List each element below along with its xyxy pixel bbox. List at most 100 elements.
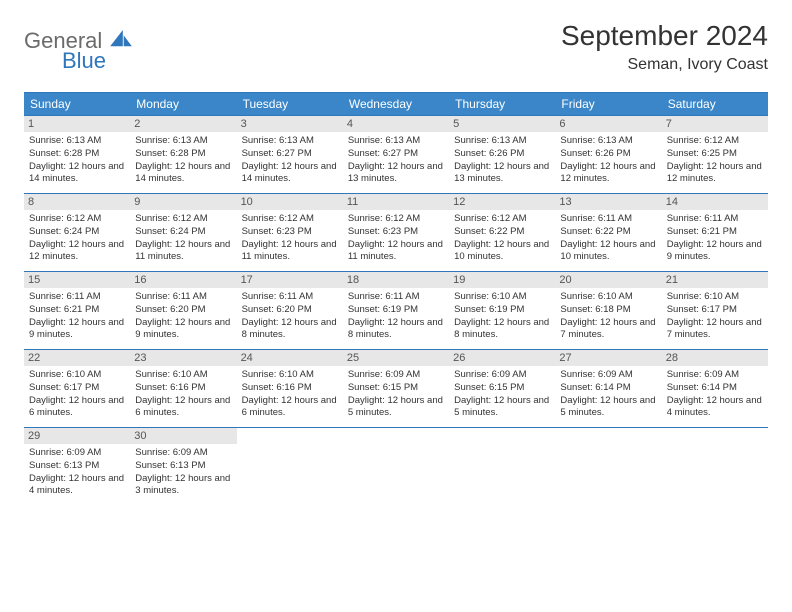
day-info: Sunrise: 6:11 AMSunset: 6:19 PMDaylight:… [348, 291, 444, 342]
calendar-cell: 24 Sunrise: 6:10 AMSunset: 6:16 PMDayligh… [237, 349, 343, 427]
day-info: Sunrise: 6:09 AMSunset: 6:13 PMDaylight:… [29, 447, 125, 498]
day-number: 5 [449, 116, 555, 132]
day-number: 25 [343, 350, 449, 366]
day-number: 22 [24, 350, 130, 366]
weekday-header: Sunday [24, 93, 130, 115]
calendar-cell-empty [662, 427, 768, 505]
calendar-cell: 7Sunrise: 6:12 AMSunset: 6:25 PMDaylight… [662, 115, 768, 193]
calendar-cell: 16 Sunrise: 6:11 AMSunset: 6:20 PMDayligh… [130, 271, 236, 349]
calendar-cell: 28 Sunrise: 6:09 AMSunset: 6:14 PMDayligh… [662, 349, 768, 427]
logo-sail-icon [110, 30, 132, 48]
header: General Blue September 2024 Seman, Ivory… [24, 20, 768, 74]
calendar-cell: 6 Sunrise: 6:13 AMSunset: 6:26 PMDaylight… [555, 115, 661, 193]
day-info: Sunrise: 6:09 AMSunset: 6:15 PMDaylight:… [348, 369, 444, 420]
calendar-cell: 30Sunrise: 6:09 AMSunset: 6:13 PMDayligh… [130, 427, 236, 505]
day-number: 29 [24, 428, 130, 444]
day-info: Sunrise: 6:09 AMSunset: 6:15 PMDaylight:… [454, 369, 550, 420]
location: Seman, Ivory Coast [561, 56, 768, 74]
calendar-cell: 26 Sunrise: 6:09 AMSunset: 6:15 PMDayligh… [449, 349, 555, 427]
day-number: 6 [555, 116, 661, 132]
calendar-cell: 4 Sunrise: 6:13 AMSunset: 6:27 PMDaylight… [343, 115, 449, 193]
calendar-cell: 3Sunrise: 6:13 AMSunset: 6:27 PMDaylight… [237, 115, 343, 193]
day-info: Sunrise: 6:11 AMSunset: 6:20 PMDaylight:… [135, 291, 231, 342]
day-info: Sunrise: 6:09 AMSunset: 6:14 PMDaylight:… [667, 369, 763, 420]
day-number: 26 [449, 350, 555, 366]
calendar-cell: 20Sunrise: 6:10 AMSunset: 6:18 PMDayligh… [555, 271, 661, 349]
calendar-cell: 15Sunrise: 6:11 AMSunset: 6:21 PMDayligh… [24, 271, 130, 349]
day-info: Sunrise: 6:12 AMSunset: 6:25 PMDaylight:… [667, 135, 763, 186]
day-number: 2 [130, 116, 236, 132]
day-info: Sunrise: 6:10 AMSunset: 6:16 PMDaylight:… [242, 369, 338, 420]
day-number: 4 [343, 116, 449, 132]
day-number: 11 [343, 194, 449, 210]
day-number: 9 [130, 194, 236, 210]
weekday-header: Thursday [449, 93, 555, 115]
day-info: Sunrise: 6:12 AMSunset: 6:24 PMDaylight:… [29, 213, 125, 264]
day-number: 21 [662, 272, 768, 288]
day-number: 20 [555, 272, 661, 288]
day-info: Sunrise: 6:09 AMSunset: 6:13 PMDaylight:… [135, 447, 231, 498]
day-info: Sunrise: 6:13 AMSunset: 6:28 PMDaylight:… [135, 135, 231, 186]
day-number: 14 [662, 194, 768, 210]
logo-line2: Blue [62, 50, 132, 72]
calendar-cell-empty [555, 427, 661, 505]
weekday-header: Monday [130, 93, 236, 115]
day-info: Sunrise: 6:13 AMSunset: 6:26 PMDaylight:… [454, 135, 550, 186]
day-info: Sunrise: 6:10 AMSunset: 6:16 PMDaylight:… [135, 369, 231, 420]
calendar-cell: 14 Sunrise: 6:11 AMSunset: 6:21 PMDayligh… [662, 193, 768, 271]
calendar-cell: 21 Sunrise: 6:10 AMSunset: 6:17 PMDayligh… [662, 271, 768, 349]
calendar-cell: 11 Sunrise: 6:12 AMSunset: 6:23 PMDayligh… [343, 193, 449, 271]
calendar-cell-empty [237, 427, 343, 505]
day-info: Sunrise: 6:11 AMSunset: 6:20 PMDaylight:… [242, 291, 338, 342]
calendar-cell: 17 Sunrise: 6:11 AMSunset: 6:20 PMDayligh… [237, 271, 343, 349]
day-number: 13 [555, 194, 661, 210]
day-number: 24 [237, 350, 343, 366]
day-number: 19 [449, 272, 555, 288]
day-info: Sunrise: 6:13 AMSunset: 6:28 PMDaylight:… [29, 135, 125, 186]
day-info: Sunrise: 6:13 AMSunset: 6:27 PMDaylight:… [348, 135, 444, 186]
day-info: Sunrise: 6:09 AMSunset: 6:14 PMDaylight:… [560, 369, 656, 420]
day-info: Sunrise: 6:12 AMSunset: 6:22 PMDaylight:… [454, 213, 550, 264]
calendar-cell-empty [343, 427, 449, 505]
day-info: Sunrise: 6:10 AMSunset: 6:19 PMDaylight:… [454, 291, 550, 342]
calendar-cell: 12Sunrise: 6:12 AMSunset: 6:22 PMDayligh… [449, 193, 555, 271]
day-number: 10 [237, 194, 343, 210]
calendar-cell: 8 Sunrise: 6:12 AMSunset: 6:24 PMDaylight… [24, 193, 130, 271]
calendar-cell: 23 Sunrise: 6:10 AMSunset: 6:16 PMDayligh… [130, 349, 236, 427]
weekday-header: Wednesday [343, 93, 449, 115]
day-info: Sunrise: 6:10 AMSunset: 6:17 PMDaylight:… [667, 291, 763, 342]
day-number: 3 [237, 116, 343, 132]
day-info: Sunrise: 6:13 AMSunset: 6:26 PMDaylight:… [560, 135, 656, 186]
calendar-cell: 2 Sunrise: 6:13 AMSunset: 6:28 PMDaylight… [130, 115, 236, 193]
day-number: 16 [130, 272, 236, 288]
weekday-header: Saturday [662, 93, 768, 115]
calendar-cell: 5 Sunrise: 6:13 AMSunset: 6:26 PMDaylight… [449, 115, 555, 193]
day-number: 17 [237, 272, 343, 288]
day-number: 1 [24, 116, 130, 132]
calendar-cell: 1 Sunrise: 6:13 AMSunset: 6:28 PMDaylight… [24, 115, 130, 193]
weekday-header: Tuesday [237, 93, 343, 115]
day-number: 23 [130, 350, 236, 366]
weekday-header: Friday [555, 93, 661, 115]
calendar-cell: 29 Sunrise: 6:09 AMSunset: 6:13 PMDayligh… [24, 427, 130, 505]
title-block: September 2024 Seman, Ivory Coast [561, 20, 768, 74]
day-number: 28 [662, 350, 768, 366]
calendar-cell: 9 Sunrise: 6:12 AMSunset: 6:24 PMDaylight… [130, 193, 236, 271]
logo-text: General Blue [24, 28, 132, 72]
day-info: Sunrise: 6:11 AMSunset: 6:22 PMDaylight:… [560, 213, 656, 264]
day-number: 18 [343, 272, 449, 288]
logo: General Blue [24, 20, 132, 72]
calendar-cell: 10Sunrise: 6:12 AMSunset: 6:23 PMDayligh… [237, 193, 343, 271]
calendar-cell: 27 Sunrise: 6:09 AMSunset: 6:14 PMDayligh… [555, 349, 661, 427]
day-info: Sunrise: 6:12 AMSunset: 6:23 PMDaylight:… [348, 213, 444, 264]
calendar-cell: 18 Sunrise: 6:11 AMSunset: 6:19 PMDayligh… [343, 271, 449, 349]
day-number: 8 [24, 194, 130, 210]
day-info: Sunrise: 6:11 AMSunset: 6:21 PMDaylight:… [667, 213, 763, 264]
calendar-cell-empty [449, 427, 555, 505]
day-number: 27 [555, 350, 661, 366]
day-number: 15 [24, 272, 130, 288]
page-title: September 2024 [561, 20, 768, 52]
day-info: Sunrise: 6:12 AMSunset: 6:24 PMDaylight:… [135, 213, 231, 264]
calendar-grid: SundayMondayTuesdayWednesdayThursdayFrid… [24, 92, 768, 505]
day-info: Sunrise: 6:10 AMSunset: 6:17 PMDaylight:… [29, 369, 125, 420]
